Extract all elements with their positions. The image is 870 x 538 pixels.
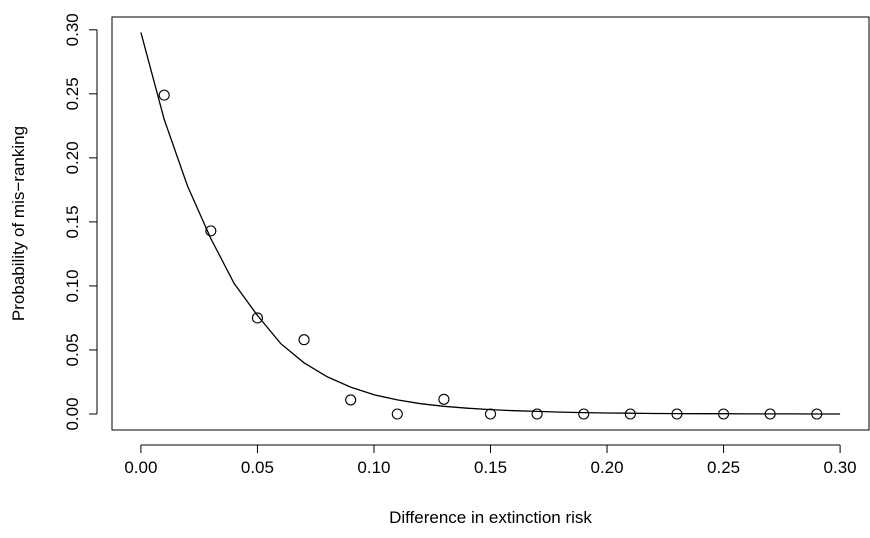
y-tick-label: 0.25 — [63, 77, 82, 110]
x-axis: 0.00 0.05 0.10 0.15 0.20 0.25 0.30 — [124, 444, 857, 477]
y-tick-label: 0.20 — [63, 141, 82, 174]
data-point — [624, 408, 636, 420]
data-point — [671, 408, 683, 420]
data-point — [531, 408, 543, 420]
y-tick-label: 0.10 — [63, 269, 82, 302]
y-tick-label: 0.00 — [63, 397, 82, 430]
data-point — [578, 408, 590, 420]
y-tick-label: 0.30 — [63, 13, 82, 46]
x-tick-label: 0.15 — [474, 458, 507, 477]
y-axis: 0.00 0.05 0.10 0.15 0.20 0.25 0.30 — [63, 13, 98, 431]
y-tick-label: 0.15 — [63, 205, 82, 238]
data-point — [718, 408, 730, 420]
data-point — [811, 408, 823, 420]
x-tick-label: 0.30 — [824, 458, 857, 477]
data-point — [391, 408, 403, 420]
x-tick-label: 0.10 — [357, 458, 390, 477]
data-point — [251, 312, 263, 324]
data-point — [205, 225, 217, 237]
data-point — [298, 334, 310, 346]
x-tick-label: 0.05 — [241, 458, 274, 477]
data-point — [345, 394, 357, 406]
data-point — [764, 408, 776, 420]
data-point — [438, 393, 450, 405]
y-tick-label: 0.05 — [63, 333, 82, 366]
y-axis-title: Probability of mis−ranking — [9, 126, 28, 321]
x-tick-label: 0.25 — [707, 458, 740, 477]
x-tick-label: 0.20 — [590, 458, 623, 477]
x-tick-label: 0.00 — [124, 458, 157, 477]
x-axis-title: Difference in extinction risk — [389, 508, 592, 527]
data-point — [158, 89, 170, 101]
data-point — [484, 408, 497, 420]
data-points — [158, 89, 823, 420]
fitted-curve — [140, 32, 841, 415]
plot-area-frame — [111, 16, 870, 431]
